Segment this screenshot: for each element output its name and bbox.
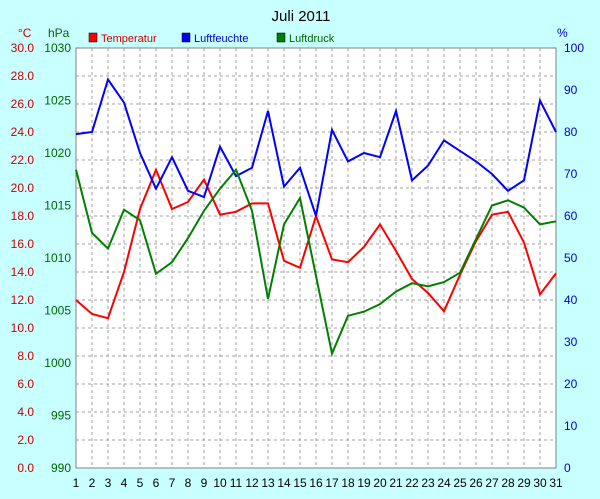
- humidity-tick-label: 60: [564, 209, 578, 223]
- humidity-tick-label: 0: [564, 461, 571, 475]
- pressure-tick-label: 1015: [44, 199, 71, 213]
- series-layer: [75, 77, 557, 357]
- temperature-tick-label: 24.0: [11, 125, 35, 139]
- x-tick-label: 9: [201, 476, 208, 490]
- humidity-tick-label: 100: [564, 41, 584, 55]
- temperature-tick-label: 26.0: [11, 97, 35, 111]
- x-tick-label: 12: [245, 476, 259, 490]
- humidity-unit-label: %: [557, 26, 568, 40]
- x-tick-label: 19: [357, 476, 371, 490]
- temperature-axis-ticks: 0.0 2.0 4.0 6.0 8.0 10.0 12.0 14.0 16.0 18.0 20.0 2…: [11, 41, 35, 475]
- x-tick-label: 20: [373, 476, 387, 490]
- temperature-tick-label: 30.0: [11, 41, 35, 55]
- pressure-unit-label: hPa: [48, 26, 70, 40]
- temperature-tick-label: 8.0: [17, 349, 34, 363]
- legend-label-temperatur: Temperatur: [101, 33, 157, 45]
- x-tick-label: 1: [73, 476, 80, 490]
- temperature-tick-label: 22.0: [11, 153, 35, 167]
- pressure-tick-label: 1005: [44, 304, 71, 318]
- humidity-axis-ticks: 0 10 20 30 40 50 60 70 80 90 100: [564, 41, 584, 475]
- x-axis-ticks: 1 2 3 4 5 6 7 8 9 10 11 12 13 14 15 16 17 18 19 20 21 22 23 24 2…: [73, 476, 563, 490]
- humidity-tick-label: 70: [564, 167, 578, 181]
- x-tick-label: 24: [437, 476, 451, 490]
- legend-label-luftdruck: Luftdruck: [289, 33, 335, 45]
- x-tick-label: 5: [137, 476, 144, 490]
- humidity-tick-label: 40: [564, 293, 578, 307]
- x-tick-label: 27: [485, 476, 499, 490]
- x-tick-label: 18: [341, 476, 355, 490]
- x-tick-label: 30: [533, 476, 547, 490]
- series-line-luftfeuchte: [75, 77, 557, 217]
- x-tick-label: 28: [501, 476, 515, 490]
- pressure-tick-label: 1020: [44, 146, 71, 160]
- x-tick-label: 13: [261, 476, 275, 490]
- legend-label-luftfeuchte: Luftfeuchte: [194, 33, 248, 45]
- temperature-tick-label: 14.0: [11, 265, 35, 279]
- x-tick-label: 25: [453, 476, 467, 490]
- pressure-axis-ticks: 990 995 1000 1005 1010 1015 1020 1025 1030: [44, 41, 71, 475]
- humidity-tick-label: 20: [564, 377, 578, 391]
- humidity-tick-label: 80: [564, 125, 578, 139]
- pressure-tick-label: 990: [51, 461, 71, 475]
- temperature-unit-label: °C: [18, 26, 32, 40]
- temperature-tick-label: 28.0: [11, 69, 35, 83]
- humidity-tick-label: 30: [564, 335, 578, 349]
- x-tick-label: 15: [293, 476, 307, 490]
- legend: Temperatur Luftfeuchte Luftdruck: [88, 32, 335, 45]
- x-tick-label: 17: [325, 476, 339, 490]
- temperature-tick-label: 6.0: [17, 377, 34, 391]
- x-tick-label: 3: [105, 476, 112, 490]
- x-tick-label: 23: [421, 476, 435, 490]
- pressure-tick-label: 995: [51, 409, 71, 423]
- temperature-tick-label: 12.0: [11, 293, 35, 307]
- chart-title: Juli 2011: [272, 8, 331, 25]
- temperature-tick-label: 20.0: [11, 181, 35, 195]
- x-tick-label: 6: [153, 476, 160, 490]
- temperature-tick-label: 18.0: [11, 209, 35, 223]
- x-tick-label: 16: [309, 476, 323, 490]
- x-tick-label: 22: [405, 476, 419, 490]
- x-tick-label: 4: [121, 476, 128, 490]
- temperature-tick-label: 10.0: [11, 321, 35, 335]
- humidity-tick-label: 10: [564, 419, 578, 433]
- humidity-tick-label: 90: [564, 83, 578, 97]
- x-tick-label: 31: [549, 476, 563, 490]
- legend-swatch-luftfeuchte: [181, 32, 191, 43]
- legend-swatch-temperatur: [88, 32, 98, 43]
- x-tick-label: 21: [389, 476, 403, 490]
- x-tick-label: 11: [230, 476, 243, 490]
- pressure-tick-label: 1025: [44, 94, 71, 108]
- legend-swatch-luftdruck: [276, 32, 286, 43]
- x-tick-label: 8: [185, 476, 192, 490]
- temperature-tick-label: 2.0: [17, 433, 34, 447]
- temperature-tick-label: 0.0: [17, 461, 34, 475]
- x-tick-label: 26: [469, 476, 483, 490]
- series-line-luftdruck: [75, 167, 557, 357]
- humidity-tick-label: 50: [564, 251, 578, 265]
- temperature-tick-label: 4.0: [17, 405, 34, 419]
- x-tick-label: 14: [277, 476, 291, 490]
- x-tick-label: 10: [213, 476, 227, 490]
- temperature-tick-label: 16.0: [11, 237, 35, 251]
- pressure-tick-label: 1000: [44, 356, 71, 370]
- x-tick-label: 29: [517, 476, 531, 490]
- x-tick-label: 7: [169, 476, 176, 490]
- x-tick-label: 2: [89, 476, 96, 490]
- pressure-tick-label: 1010: [44, 251, 71, 265]
- pressure-tick-label: 1030: [44, 41, 71, 55]
